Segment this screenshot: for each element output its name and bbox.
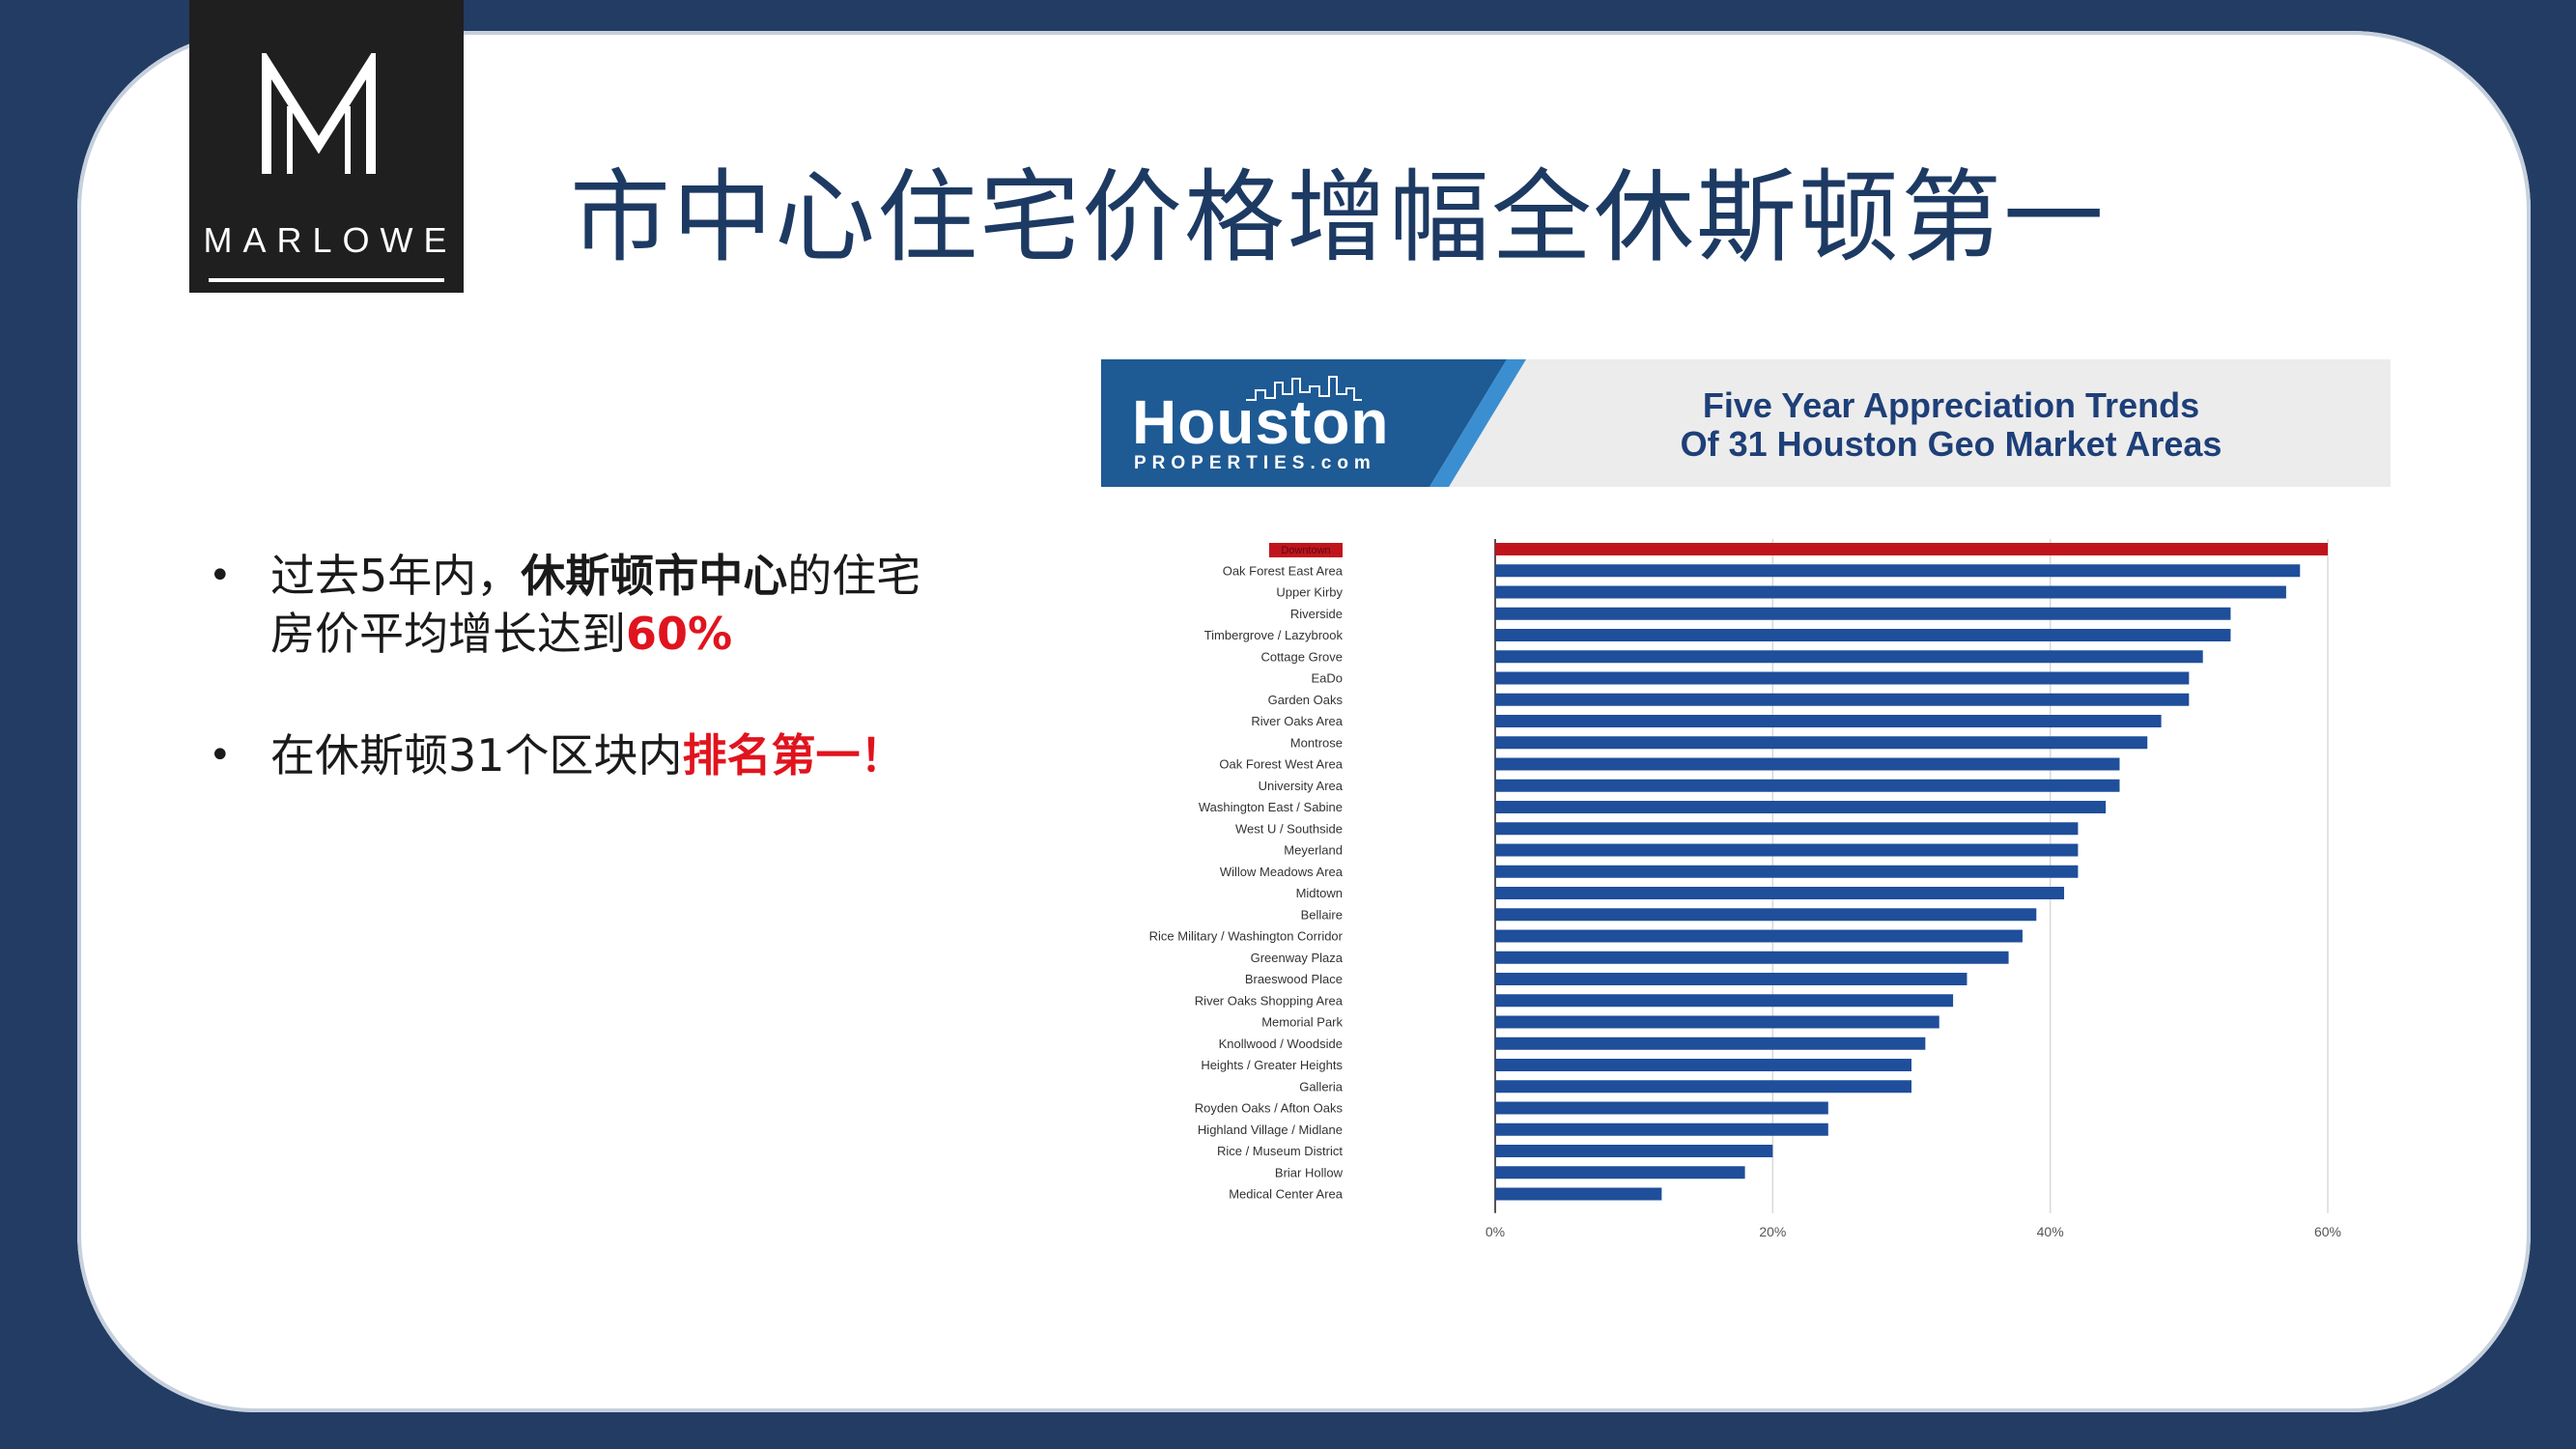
category-label: Upper Kirby xyxy=(1276,585,1343,600)
bullet1-text-c: 的住宅 xyxy=(787,550,921,602)
bar xyxy=(1495,1059,1911,1071)
category-label: Braeswood Place xyxy=(1245,972,1343,986)
x-tick-label: 60% xyxy=(2314,1224,2341,1236)
category-label: West U / Southside xyxy=(1235,821,1343,836)
bar xyxy=(1495,994,1954,1008)
houston-brand-sub: PROPERTIES.com xyxy=(1134,453,1376,473)
page-title: 市中心住宅价格增幅全休斯顿第一 xyxy=(570,158,2107,276)
category-label: Rice / Museum District xyxy=(1217,1144,1343,1158)
bar xyxy=(1495,736,2148,750)
bar xyxy=(1495,1166,1745,1179)
category-label: Rice Military / Washington Corridor xyxy=(1149,929,1344,944)
bar xyxy=(1495,1037,1926,1050)
x-tick-label: 20% xyxy=(1759,1224,1786,1236)
category-label: Riverside xyxy=(1290,607,1343,621)
bar xyxy=(1495,865,2079,878)
bar xyxy=(1495,1080,1911,1094)
bar xyxy=(1495,1015,1939,1029)
bar xyxy=(1495,607,2231,620)
x-tick-label: 40% xyxy=(2037,1224,2064,1236)
category-label: Midtown xyxy=(1296,886,1343,900)
bar xyxy=(1495,564,2301,578)
category-label: River Oaks Area xyxy=(1251,714,1343,728)
bar xyxy=(1495,887,2065,899)
category-label: University Area xyxy=(1259,779,1344,793)
category-label: Highland Village / Midlane xyxy=(1198,1122,1343,1137)
category-label: Bellaire xyxy=(1301,907,1343,922)
bullet1-text-d: 房价平均增长达到 xyxy=(270,608,626,660)
houston-brand: Houston xyxy=(1132,387,1390,457)
category-label: Garden Oaks xyxy=(1268,693,1344,707)
bar xyxy=(1495,973,1967,985)
bullet-dot: • xyxy=(209,554,232,598)
bullet-item-2: • 在休斯顿31个区块内排名第一！ xyxy=(193,726,1062,784)
marlowe-logo: MARLOWE xyxy=(189,0,464,293)
bullet1-text-b: 休斯顿市中心 xyxy=(521,550,788,602)
bar xyxy=(1495,1122,1828,1136)
m-monogram-icon xyxy=(262,53,376,174)
category-label: Royden Oaks / Afton Oaks xyxy=(1195,1101,1344,1116)
bar xyxy=(1495,1187,1662,1201)
chart-title-line2: Of 31 Houston Geo Market Areas xyxy=(1680,424,2222,464)
bar xyxy=(1495,629,2231,641)
skyline-icon xyxy=(1246,376,1362,401)
category-label: River Oaks Shopping Area xyxy=(1195,993,1344,1008)
bullet-dot: • xyxy=(209,733,232,778)
category-label: Medical Center Area xyxy=(1229,1187,1344,1202)
bar xyxy=(1495,1145,1773,1157)
bar-chart: 0% 20% 40% 60% Downtown Oak Forest East Area U… xyxy=(1149,539,2341,1236)
bullet1-text-a: 过去5年内， xyxy=(270,550,522,602)
banner-band xyxy=(1101,359,1526,487)
category-label: Briar Hollow xyxy=(1275,1165,1344,1179)
bar xyxy=(1495,951,2009,964)
x-tick-label: 0% xyxy=(1486,1224,1505,1236)
category-label: Galleria xyxy=(1299,1079,1344,1094)
category-label: Cottage Grove xyxy=(1260,649,1343,664)
bar xyxy=(1495,671,2190,685)
bar xyxy=(1495,693,2190,706)
bar xyxy=(1495,843,2079,857)
category-label: Oak Forest East Area xyxy=(1223,563,1344,578)
highlight-label-bg xyxy=(1269,543,1343,557)
bar xyxy=(1495,715,2162,727)
category-label: Knollwood / Woodside xyxy=(1219,1037,1343,1051)
chart-title: Five Year Appreciation Trends Of 31 Hous… xyxy=(1526,386,2376,464)
bullet2-text-a: 在休斯顿31个区块内 xyxy=(270,729,683,781)
category-label: Timbergrove / Lazybrook xyxy=(1204,628,1344,642)
bar xyxy=(1495,908,2037,922)
logo-wordmark: MARLOWE xyxy=(203,220,458,260)
category-label: Memorial Park xyxy=(1261,1015,1343,1030)
logo-underline xyxy=(209,278,444,282)
bar xyxy=(1495,822,2079,836)
bar xyxy=(1495,650,2203,664)
chart-banner: Houston PROPERTIES.com Five Year Appreci… xyxy=(1101,359,2391,487)
category-label: Heights / Greater Heights xyxy=(1201,1058,1343,1072)
bullet-list: • 过去5年内，休斯顿市中心的住宅 房价平均增长达到60% • 在休斯顿31个区… xyxy=(193,547,1062,848)
bar xyxy=(1495,779,2120,792)
category-label: Downtown xyxy=(1281,545,1330,556)
bar xyxy=(1495,929,2023,943)
bar xyxy=(1495,585,2286,599)
category-label: Montrose xyxy=(1290,735,1343,750)
category-label: Willow Meadows Area xyxy=(1220,865,1344,879)
bullet1-text-e: 60% xyxy=(626,608,733,660)
category-label: Meyerland xyxy=(1284,843,1343,858)
bar xyxy=(1495,757,2120,771)
bullet-item-1: • 过去5年内，休斯顿市中心的住宅 房价平均增长达到60% xyxy=(193,547,1062,663)
category-label: Washington East / Sabine xyxy=(1199,800,1343,814)
category-label: Oak Forest West Area xyxy=(1219,757,1343,772)
category-label: Greenway Plaza xyxy=(1251,951,1344,965)
bar xyxy=(1495,801,2107,813)
chart-title-line1: Five Year Appreciation Trends xyxy=(1702,385,2200,425)
bar xyxy=(1495,1101,1828,1115)
bullet2-text-b: 排名第一！ xyxy=(682,729,905,781)
bar xyxy=(1495,543,2328,555)
category-label: EaDo xyxy=(1311,671,1343,686)
